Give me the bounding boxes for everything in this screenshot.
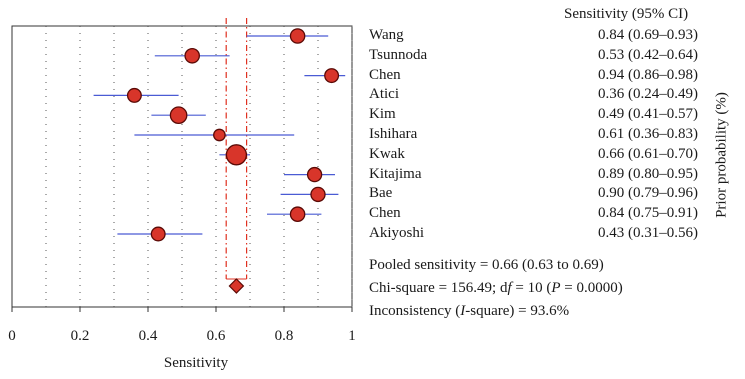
point-chen-2 bbox=[324, 68, 340, 84]
study-name: Chen bbox=[369, 205, 401, 222]
point-atici-3 bbox=[126, 87, 142, 103]
point-chen-9 bbox=[289, 206, 306, 222]
study-ci-text: 0.94 (0.86–0.98) bbox=[598, 66, 698, 83]
study-ci-text: 0.84 (0.69–0.93) bbox=[598, 27, 698, 43]
ci-column-header: Sensitivity (95% CI) bbox=[564, 6, 689, 22]
x-tick-label-1: 1 bbox=[348, 328, 356, 344]
pooled-sensitivity-text: Pooled sensitivity = 0.66 (0.63 to 0.69) bbox=[369, 257, 604, 273]
study-ci-text: 0.89 (0.80–0.95) bbox=[598, 165, 698, 182]
study-ci-text: 0.43 (0.31–0.56) bbox=[598, 225, 698, 241]
study-ci-text: 0.36 (0.24–0.49) bbox=[598, 86, 698, 103]
x-tick-label-0.8: 0.8 bbox=[274, 328, 294, 344]
x-tick-label-0.4: 0.4 bbox=[138, 328, 158, 344]
study-name: Kwak bbox=[369, 145, 405, 162]
study-ci-text: 0.84 (0.75–0.91) bbox=[598, 205, 698, 222]
study-ci-text: 0.90 (0.79–0.96) bbox=[598, 185, 698, 202]
point-kim-4 bbox=[169, 106, 188, 125]
point-kitajima-7 bbox=[306, 166, 323, 183]
study-ci-text: 0.53 (0.42–0.64) bbox=[598, 46, 698, 63]
inconsistency-text: Inconsistency (I-square) = 93.6% bbox=[369, 303, 570, 319]
study-ci-text: 0.61 (0.36–0.83) bbox=[598, 126, 698, 142]
prior-probability-label: Prior probability (%) bbox=[713, 92, 730, 218]
study-name: Akiyoshi bbox=[369, 225, 425, 241]
study-name: Tsunnoda bbox=[369, 46, 428, 63]
study-name: Wang bbox=[369, 27, 404, 43]
point-wang-0 bbox=[289, 28, 306, 44]
study-name: Chen bbox=[369, 66, 401, 83]
point-bae-8 bbox=[310, 186, 326, 203]
point-akiyoshi-10 bbox=[150, 226, 166, 242]
study-name: Kitajima bbox=[369, 165, 422, 182]
study-name: Kim bbox=[369, 106, 396, 123]
study-name: Bae bbox=[369, 185, 393, 202]
point-tsunnoda-1 bbox=[184, 48, 200, 64]
x-tick-label-0.6: 0.6 bbox=[206, 328, 226, 344]
point-kwak-6 bbox=[225, 144, 248, 166]
study-ci-text: 0.49 (0.41–0.57) bbox=[598, 106, 698, 123]
x-tick-label-0.2: 0.2 bbox=[70, 328, 90, 344]
chi-square-text: Chi-square = 156.49; df = 10 (P = 0.0000… bbox=[369, 280, 623, 296]
point-ishihara-5 bbox=[213, 128, 226, 142]
study-ci-text: 0.66 (0.61–0.70) bbox=[598, 145, 698, 162]
x-axis-label: Sensitivity bbox=[163, 355, 229, 371]
study-name: Ishihara bbox=[369, 126, 418, 142]
x-tick-label-0: 0 bbox=[8, 328, 16, 344]
pooled-diamond bbox=[228, 278, 245, 294]
study-name: Atici bbox=[369, 86, 399, 103]
